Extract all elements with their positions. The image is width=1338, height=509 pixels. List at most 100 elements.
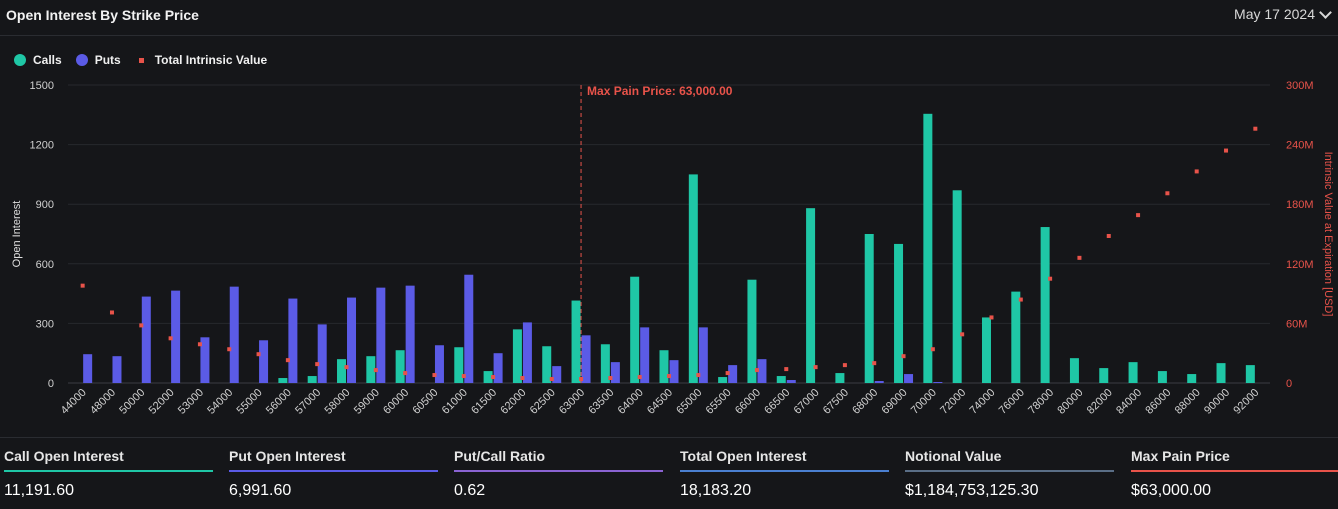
intrinsic-value-point <box>256 352 261 357</box>
calls-bar <box>952 190 962 383</box>
stat-value: $63,000.00 <box>1131 482 1212 499</box>
puts-bar <box>464 274 474 383</box>
intrinsic-value-point <box>1194 169 1199 174</box>
y2-axis-title: Intrinsic Value at Expiration [USD] <box>1322 152 1334 317</box>
x-tick-label: 66500 <box>762 387 792 417</box>
stat-put-open-interest: Put Open Interest 6,991.60 <box>229 448 439 500</box>
puts-bar <box>171 290 181 383</box>
calls-bar <box>542 346 552 383</box>
intrinsic-value-point <box>1018 297 1023 302</box>
calls-bar <box>278 378 288 383</box>
y-tick-label: 600 <box>36 259 54 271</box>
puts-bar <box>581 335 591 383</box>
puts-bar <box>640 327 650 383</box>
calls-bar <box>454 347 464 383</box>
x-tick-label: 61000 <box>440 387 470 417</box>
puts-dot-icon <box>75 54 88 66</box>
stat-total-open-interest: Total Open Interest 18,183.20 <box>680 448 890 500</box>
legend-puts-label: Puts <box>94 53 121 67</box>
y2-tick-label: 0 <box>1286 378 1292 390</box>
puts-bar <box>552 366 562 383</box>
y-tick-label: 1200 <box>30 140 54 152</box>
intrinsic-value-point <box>373 368 378 373</box>
legend-puts[interactable]: Puts <box>75 53 121 67</box>
stats-row: Call Open Interest 11,191.60 Put Open In… <box>0 437 1338 509</box>
x-tick-label: 67500 <box>821 387 851 417</box>
puts-bar <box>728 365 738 383</box>
intrinsic-value-point <box>168 336 173 341</box>
x-tick-label: 76000 <box>997 387 1027 417</box>
legend-intrinsic[interactable]: Total Intrinsic Value <box>135 53 267 67</box>
x-tick-label: 66000 <box>733 387 763 417</box>
puts-bar <box>434 345 444 383</box>
calls-dot-icon <box>14 54 26 66</box>
intrinsic-value-point <box>344 365 349 370</box>
calls-bar <box>718 377 728 383</box>
puts-bar <box>405 285 415 383</box>
y-tick-label: 300 <box>36 318 54 330</box>
intrinsic-value-point <box>1136 213 1141 218</box>
calls-bar <box>366 356 376 383</box>
intrinsic-value-point <box>696 373 701 378</box>
y2-tick-label: 180M <box>1286 199 1314 211</box>
calls-bar <box>1011 291 1021 383</box>
stat-label: Call Open Interest <box>4 448 124 464</box>
intrinsic-value-point <box>315 362 320 367</box>
puts-bar <box>669 360 679 383</box>
x-tick-label: 56000 <box>264 387 294 417</box>
x-tick-label: 70000 <box>909 387 939 417</box>
stat-label: Put Open Interest <box>229 448 346 464</box>
stat-value: 18,183.20 <box>680 482 752 499</box>
calls-bar <box>630 276 640 383</box>
stat-underline <box>680 470 889 472</box>
x-tick-label: 60000 <box>381 387 411 417</box>
y2-tick-label: 300M <box>1286 80 1314 92</box>
page-title: Open Interest By Strike Price <box>6 7 199 23</box>
x-tick-label: 58000 <box>323 387 353 417</box>
stat-underline <box>905 470 1114 472</box>
calls-bar <box>337 359 347 383</box>
legend-calls[interactable]: Calls <box>14 53 62 67</box>
puts-bar <box>757 359 767 383</box>
intrinsic-value-point <box>989 315 994 320</box>
x-tick-label: 78000 <box>1026 387 1056 417</box>
x-tick-label: 84000 <box>1114 387 1144 417</box>
y-tick-label: 0 <box>48 378 54 390</box>
intrinsic-value-point <box>432 373 437 378</box>
stat-value: $1,184,753,125.30 <box>905 482 1039 499</box>
stat-value: 11,191.60 <box>4 482 74 499</box>
intrinsic-value-point <box>608 376 613 381</box>
chevron-down-icon <box>1319 5 1332 19</box>
calls-bar <box>1069 358 1079 383</box>
intrinsic-square-icon <box>138 57 144 63</box>
calls-bar <box>483 371 493 383</box>
intrinsic-value-point <box>872 361 877 366</box>
puts-bar <box>200 337 210 383</box>
calls-bar <box>571 300 581 383</box>
puts-bar <box>83 354 93 383</box>
puts-bar <box>141 296 151 383</box>
x-tick-label: 55000 <box>235 387 265 417</box>
intrinsic-value-point <box>1077 255 1082 260</box>
x-tick-label: 54000 <box>205 387 235 417</box>
x-tick-label: 68000 <box>850 387 880 417</box>
puts-bar <box>493 353 503 383</box>
calls-bar <box>1128 362 1138 383</box>
calls-bar <box>1099 368 1109 383</box>
intrinsic-value-point <box>784 367 789 372</box>
x-tick-label: 86000 <box>1143 387 1173 417</box>
intrinsic-value-point <box>901 354 906 359</box>
puts-bar <box>288 298 298 383</box>
stat-label: Max Pain Price <box>1131 448 1230 464</box>
intrinsic-value-point <box>1048 276 1053 281</box>
intrinsic-value-point <box>930 347 935 352</box>
puts-bar <box>112 356 122 383</box>
chart-legend: Calls Puts Total Intrinsic Value <box>14 53 267 67</box>
calls-bar <box>776 376 786 383</box>
expiry-date-select[interactable]: May 17 2024 <box>1234 5 1332 22</box>
x-tick-label: 48000 <box>88 387 118 417</box>
x-tick-label: 82000 <box>1085 387 1115 417</box>
intrinsic-value-point <box>1253 126 1258 131</box>
puts-bar <box>874 381 884 383</box>
stat-label: Total Open Interest <box>680 448 807 464</box>
